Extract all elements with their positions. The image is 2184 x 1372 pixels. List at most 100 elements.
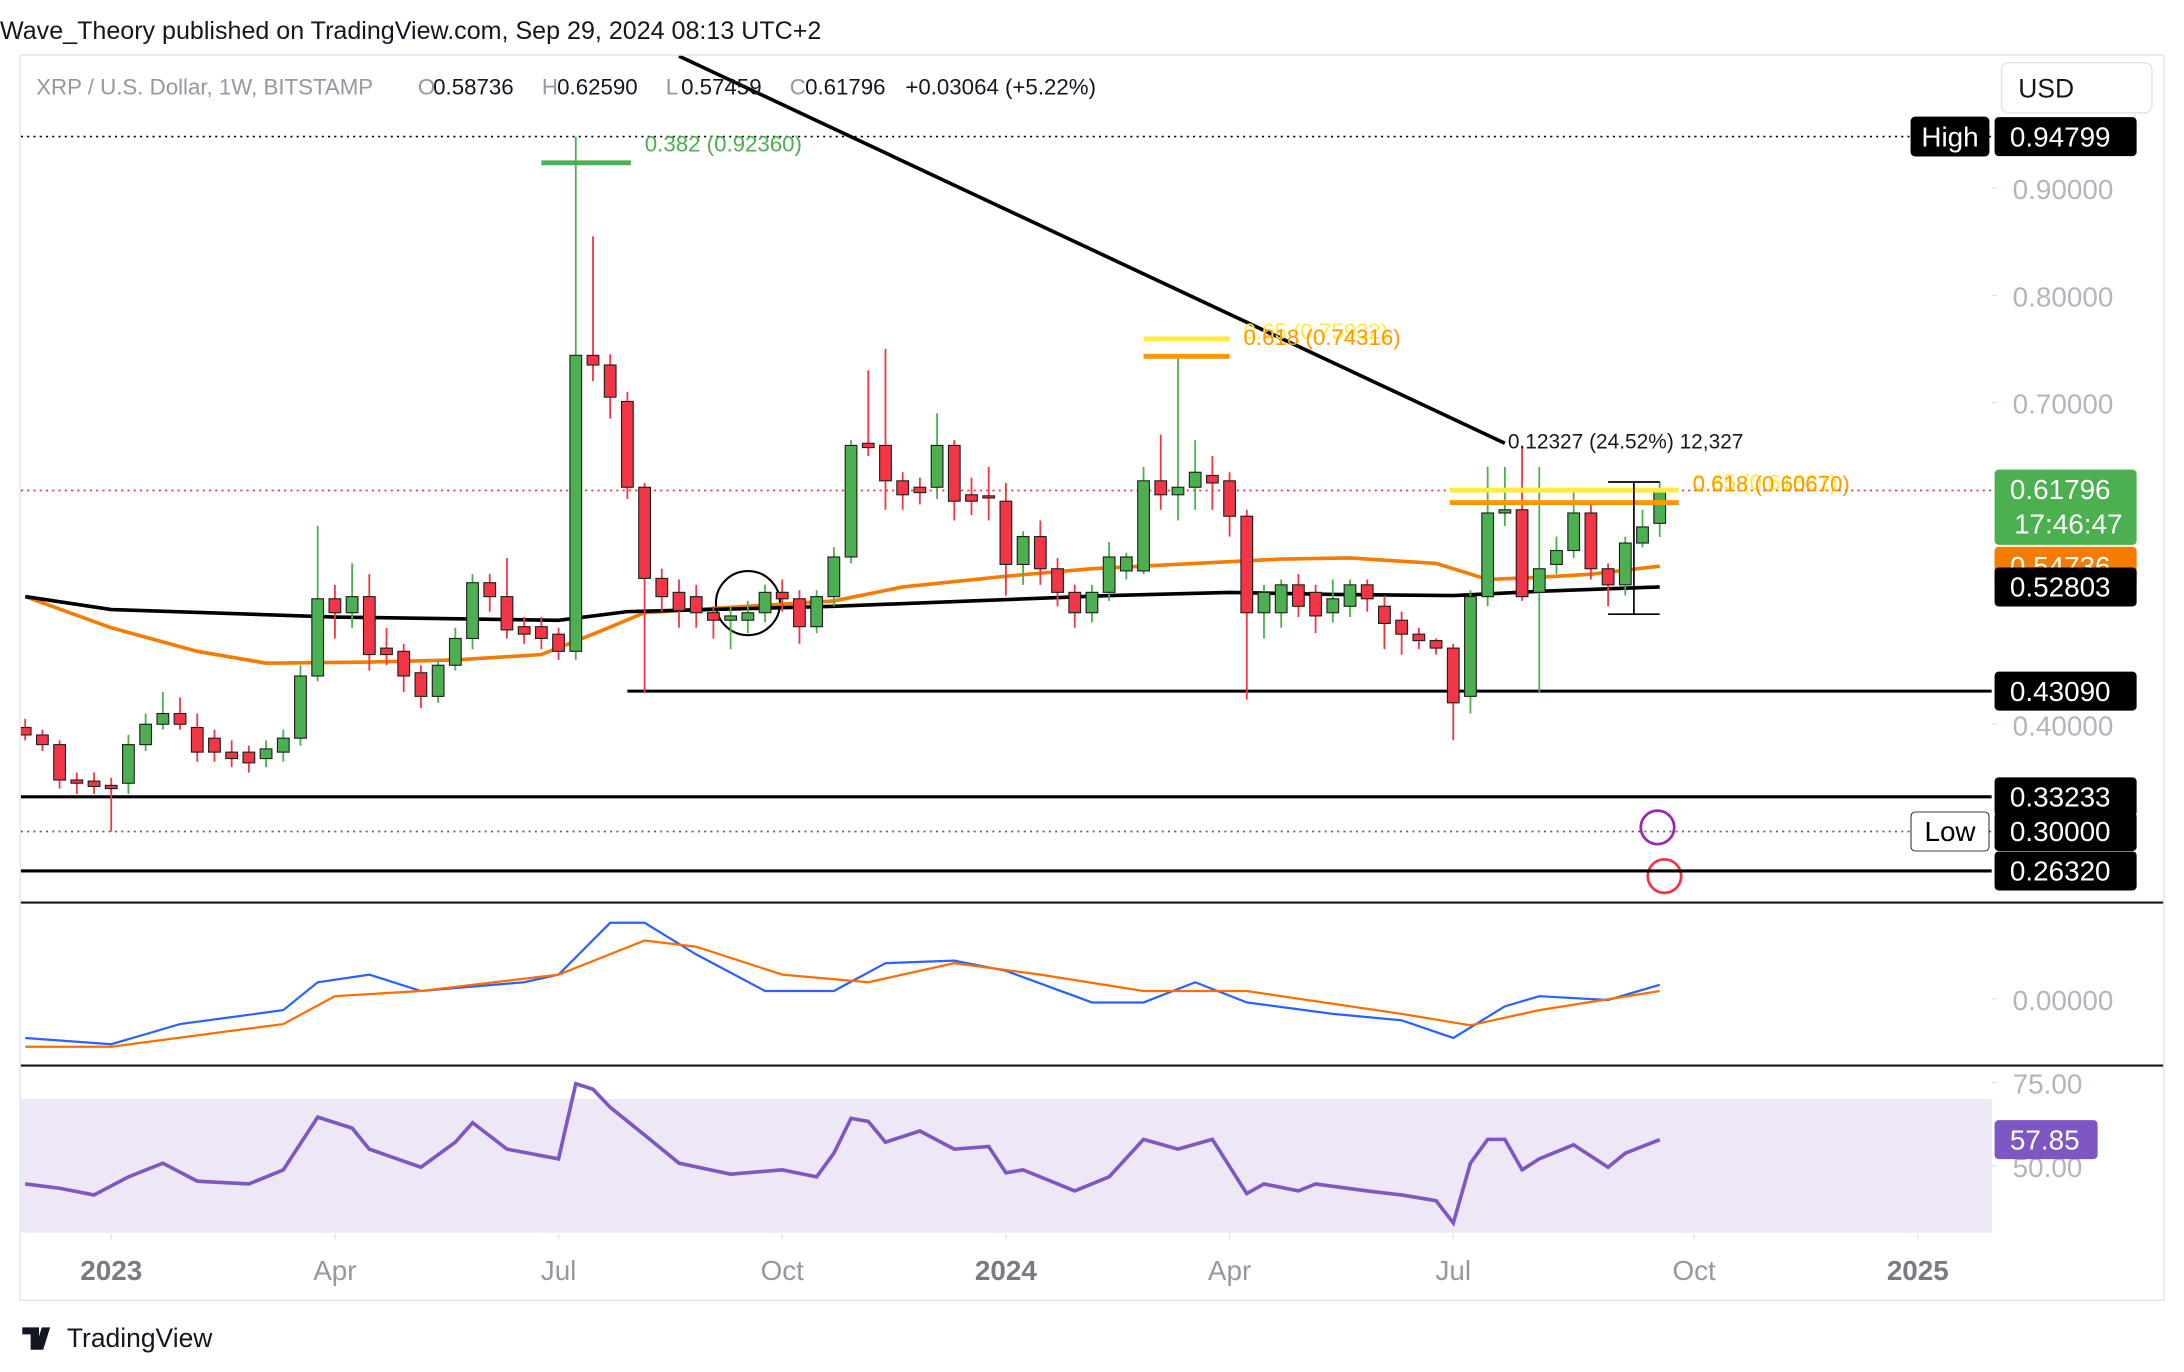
currency: USD bbox=[2018, 74, 2074, 104]
candle-body bbox=[190, 726, 204, 753]
candle-body bbox=[1068, 591, 1082, 614]
candle-body bbox=[707, 612, 720, 621]
candle-body bbox=[1171, 486, 1185, 496]
fib-label: 0.618 (0.74316) bbox=[1244, 325, 1401, 350]
price-tag-name-bg bbox=[1910, 116, 1990, 157]
candle-body bbox=[259, 748, 273, 760]
y-tick-label: 0.00000 bbox=[2013, 985, 2114, 1016]
x-tick-label: Jul bbox=[1435, 1255, 1471, 1286]
candle-body bbox=[1515, 509, 1529, 598]
price-tag-name: High bbox=[1921, 121, 1978, 152]
candle-body bbox=[1481, 512, 1495, 598]
indicator-tag-label: 57.85 bbox=[2010, 1124, 2080, 1155]
ohlc-value: 0.61796 bbox=[805, 75, 886, 100]
candle-body bbox=[104, 784, 118, 790]
ohlc-key: H bbox=[542, 75, 558, 100]
price-tag bbox=[1994, 567, 2137, 607]
candle-body bbox=[483, 582, 497, 598]
candle-body bbox=[139, 723, 153, 746]
candle-body bbox=[603, 364, 617, 398]
y-tick-label: 0.80000 bbox=[2013, 281, 2114, 312]
x-tick-label: Jul bbox=[541, 1255, 577, 1286]
y-tick-label: 0.40000 bbox=[2013, 710, 2114, 741]
candle-body bbox=[879, 444, 892, 482]
candle-body bbox=[689, 596, 703, 614]
candle-body bbox=[999, 500, 1013, 566]
candle-body bbox=[724, 615, 738, 621]
price-tag-label: 0.30000 bbox=[2010, 816, 2111, 847]
candle-body bbox=[1291, 584, 1305, 607]
x-tick-label: 2025 bbox=[1887, 1255, 1949, 1286]
candle-body bbox=[534, 626, 548, 640]
y-tick-label: 0.90000 bbox=[2013, 174, 2114, 205]
x-tick-label: 2024 bbox=[975, 1255, 1037, 1286]
fib-label: 0.382 (0.92360) bbox=[645, 132, 802, 157]
price-tag-label: 0.94799 bbox=[2010, 121, 2111, 152]
candle-body bbox=[87, 780, 101, 788]
candle-body bbox=[397, 650, 411, 677]
candle-body bbox=[930, 444, 944, 488]
x-tick-label: 2023 bbox=[80, 1255, 142, 1286]
economic-event-icon[interactable] bbox=[1646, 858, 1683, 895]
candle-body bbox=[569, 354, 583, 652]
candle-body bbox=[345, 596, 359, 614]
price-tag bbox=[1994, 777, 2137, 817]
footer-logo: TradingView bbox=[22, 1323, 213, 1353]
price-tag-label: 0.52803 bbox=[2010, 572, 2111, 603]
candle-body bbox=[552, 633, 565, 652]
ohlc-key: O bbox=[418, 75, 435, 100]
candle-body bbox=[517, 626, 531, 635]
candle-body bbox=[844, 444, 858, 558]
rsi-band bbox=[20, 1098, 1992, 1233]
event-icon[interactable] bbox=[1639, 809, 1676, 846]
candle-body bbox=[827, 556, 841, 598]
price-tag bbox=[1994, 851, 2137, 891]
candle-body bbox=[1154, 480, 1168, 496]
candle-body bbox=[1188, 471, 1202, 488]
candle-body bbox=[1618, 542, 1632, 586]
price-tag bbox=[1994, 117, 2137, 157]
ohlc-value: 0.57459 bbox=[681, 75, 762, 100]
candle-body bbox=[1360, 584, 1374, 600]
candle-body bbox=[294, 675, 307, 739]
candle-body bbox=[1446, 647, 1460, 704]
candle-body bbox=[1257, 591, 1271, 614]
candle-body bbox=[1309, 591, 1323, 617]
candle-body bbox=[775, 591, 789, 600]
candle-body bbox=[1653, 489, 1667, 524]
candle-body bbox=[1274, 584, 1288, 614]
candle-body bbox=[1326, 598, 1340, 614]
candle-body bbox=[1550, 549, 1563, 566]
candle-body bbox=[1395, 619, 1409, 635]
fib-label: 0.65 (0.61831) bbox=[1693, 470, 1838, 495]
price-tag bbox=[1994, 671, 2137, 711]
candle-body bbox=[208, 737, 221, 753]
candle-body bbox=[156, 712, 170, 725]
candle-body bbox=[1584, 512, 1598, 570]
x-tick-label: Oct bbox=[1672, 1255, 1716, 1286]
indicator-tag bbox=[1994, 1120, 2098, 1160]
macd-line bbox=[25, 921, 1661, 1046]
candle-body bbox=[448, 637, 462, 666]
candle-body bbox=[896, 480, 910, 496]
ohlc-value: 0.62590 bbox=[557, 75, 637, 100]
footer-brand: TradingView bbox=[67, 1323, 213, 1353]
currency-button[interactable] bbox=[2000, 61, 2153, 114]
x-tick-label: Oct bbox=[761, 1255, 805, 1286]
change: +0.03064 (+5.22%) bbox=[905, 75, 1096, 100]
price-tag-label: 0.61796 bbox=[2010, 474, 2111, 505]
candle-body bbox=[655, 577, 669, 598]
candle-body bbox=[431, 664, 445, 697]
candle-body bbox=[70, 779, 84, 784]
fib-label: 0.618 (0.60670) bbox=[1693, 471, 1850, 496]
symbol-title: XRP / U.S. Dollar, 1W, BITSTAMP bbox=[36, 75, 373, 100]
candle-body bbox=[1636, 526, 1649, 544]
chart-frame bbox=[19, 54, 2165, 1301]
candle-body bbox=[380, 647, 393, 656]
candle-body bbox=[638, 486, 652, 579]
candle-body bbox=[586, 354, 600, 366]
macd-line bbox=[25, 939, 1660, 1048]
candle-body bbox=[1240, 515, 1254, 614]
candle-body bbox=[1464, 596, 1477, 697]
